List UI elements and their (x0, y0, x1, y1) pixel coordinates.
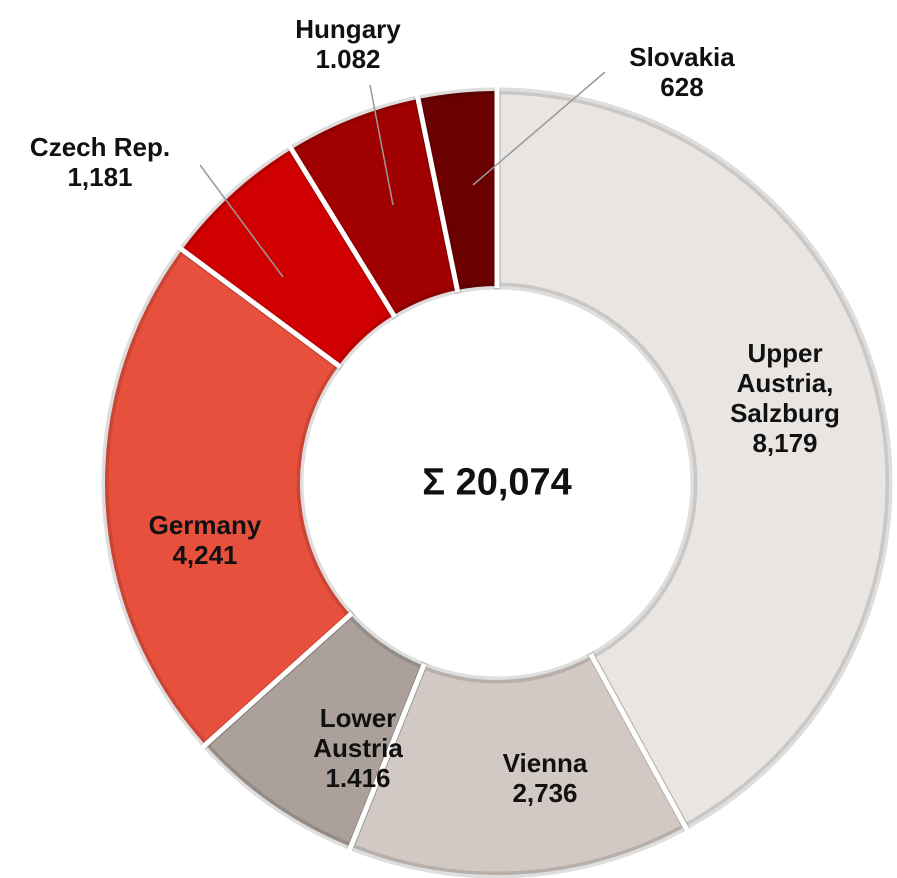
category-name: Vienna (502, 748, 588, 778)
slice-label: Upper Austria, Salzburg 8,179 (710, 338, 860, 458)
slice-separator (286, 142, 397, 319)
leader-line (199, 164, 284, 278)
slice-label: Vienna 2,736 (465, 748, 625, 808)
slice-label: Germany 4,241 (125, 510, 285, 570)
value-label: 628 (660, 72, 704, 102)
value-label: 1.416 (325, 763, 391, 793)
slice-label: Lower Austria 1.416 (298, 703, 418, 793)
center-label: Σ 20,074 (422, 461, 572, 504)
slice-separator (588, 652, 691, 834)
leader-line (472, 71, 606, 186)
value-label: 4,241 (172, 540, 238, 570)
slice-label: Slovakia 628 (582, 42, 782, 102)
slice-label: Hungary 1.082 (248, 14, 448, 74)
donut-slice (101, 244, 356, 750)
slice-separator (346, 663, 427, 854)
slice-separator (175, 244, 342, 369)
category-name: Hungary (295, 14, 401, 44)
donut-slice (493, 87, 893, 832)
category-name: Slovakia (629, 42, 735, 72)
category-name: Upper Austria, Salzburg (730, 338, 840, 428)
donut-slice (346, 651, 691, 878)
value-label: 1.082 (315, 44, 381, 74)
value-label: 2,736 (512, 778, 578, 808)
slice-separator (199, 611, 354, 751)
slice-label: Czech Rep. 1,181 (0, 132, 210, 192)
slice-separator (414, 92, 461, 293)
category-name: Germany (148, 510, 262, 540)
leader-line (369, 84, 394, 206)
value-label: 1,181 (67, 162, 133, 192)
category-name: Czech Rep. (29, 132, 171, 162)
category-name: Lower Austria (313, 703, 403, 763)
value-label: 8,179 (752, 428, 818, 458)
